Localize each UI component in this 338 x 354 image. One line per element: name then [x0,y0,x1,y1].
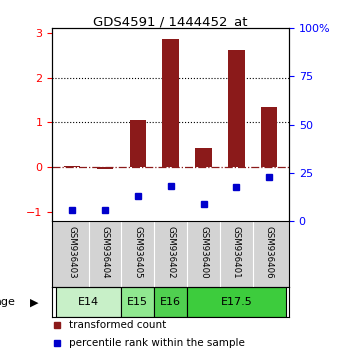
Text: GSM936400: GSM936400 [199,226,208,279]
Text: GSM936406: GSM936406 [265,226,274,279]
Bar [121,287,154,317]
Bar [195,148,212,167]
Bar [56,287,121,317]
Text: transformed count: transformed count [69,320,166,330]
Text: age: age [0,297,15,307]
Bar [187,287,286,317]
Text: E14: E14 [78,297,99,307]
Text: ▶: ▶ [29,297,38,307]
Bar [261,107,277,167]
Bar [64,166,80,167]
Title: GDS4591 / 1444452_at: GDS4591 / 1444452_at [93,15,248,28]
Text: GSM936403: GSM936403 [68,226,77,279]
Text: percentile rank within the sample: percentile rank within the sample [69,338,245,348]
Text: E16: E16 [160,297,181,307]
Text: E15: E15 [127,297,148,307]
Text: GSM936404: GSM936404 [100,226,110,279]
Bar [97,167,113,170]
Text: E17.5: E17.5 [220,297,252,307]
Bar [163,39,179,167]
Bar [129,120,146,167]
Text: GSM936402: GSM936402 [166,226,175,279]
Bar [154,287,187,317]
Text: GSM936405: GSM936405 [133,226,142,279]
Text: GSM936401: GSM936401 [232,226,241,279]
Bar [228,50,245,167]
